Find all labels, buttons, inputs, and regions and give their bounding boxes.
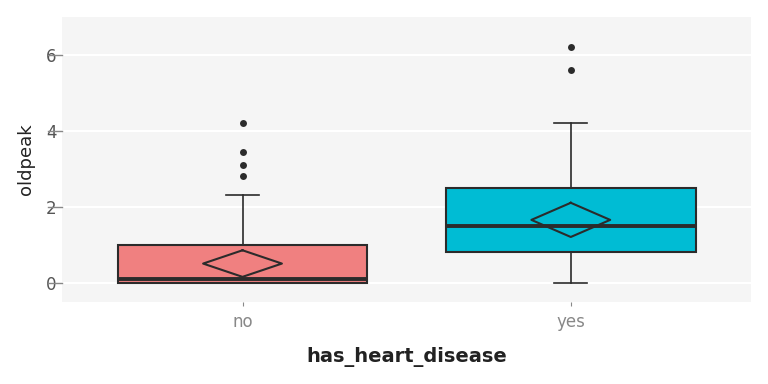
X-axis label: has_heart_disease: has_heart_disease [306, 348, 507, 367]
Y-axis label: oldpeak: oldpeak [17, 123, 35, 195]
Bar [446, 188, 696, 252]
Bar [118, 245, 367, 283]
